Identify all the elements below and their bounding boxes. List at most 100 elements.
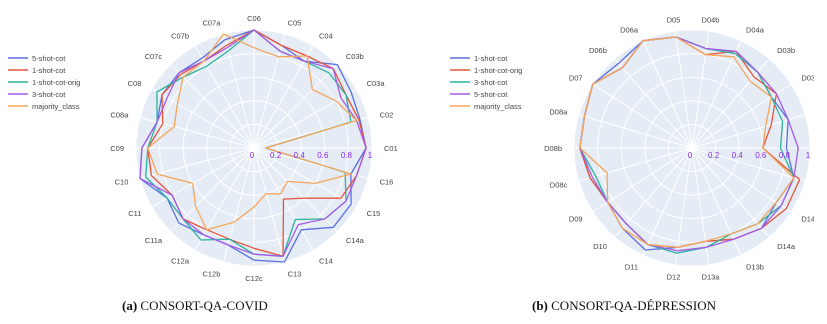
grid-spoke <box>614 58 693 149</box>
category-label: C08 <box>128 79 142 88</box>
grid-spoke <box>592 83 693 149</box>
category-label: C12b <box>202 270 220 279</box>
category-label: D07 <box>569 74 583 83</box>
grid-spoke <box>222 147 255 263</box>
caption-b: (b) CONSORT-QA-DÉPRESSION <box>532 298 716 314</box>
radial-tick-label: 0.2 <box>708 151 720 160</box>
category-label: C11a <box>145 236 163 245</box>
legend-entry: 3-shot-cot <box>474 78 508 87</box>
category-label: D08b <box>544 144 562 153</box>
category-label: D02 <box>817 107 827 116</box>
category-label: C13 <box>288 270 302 279</box>
grid-spoke <box>253 33 286 149</box>
legend-entry: 3-shot-cot <box>32 90 66 99</box>
grid-spoke <box>691 147 710 265</box>
grid-spoke <box>222 33 255 149</box>
category-label: C05 <box>288 18 302 27</box>
category-label: D05 <box>667 15 681 24</box>
grid-spoke <box>139 147 255 180</box>
radial-tick-label: 1 <box>806 151 811 160</box>
grid-spoke <box>170 64 255 149</box>
category-label: C12c <box>245 274 263 283</box>
category-label: D11 <box>625 262 638 271</box>
category-label: D06b <box>589 46 607 55</box>
category-label: D06a <box>620 26 639 35</box>
category-label: C03b <box>346 52 364 61</box>
radar-chart-b: 0 0.2 0.4 0.6 0.8 1 D01 D02 D03a D03b D04a D04b D05 D… <box>450 15 827 282</box>
category-label: C11 <box>128 209 141 218</box>
grid-spoke <box>578 147 693 182</box>
grid-spoke <box>139 116 255 149</box>
grid-spoke <box>253 64 338 149</box>
category-label: C06 <box>247 14 261 23</box>
grid-spoke <box>691 147 742 256</box>
category-label: D04b <box>702 15 720 24</box>
grid-spoke <box>578 114 693 149</box>
category-label: C07b <box>171 31 189 40</box>
radial-tick-label: 0.4 <box>294 151 306 160</box>
category-label: C04 <box>319 31 333 40</box>
category-label: C07a <box>202 18 221 27</box>
category-label: D08c <box>550 181 568 190</box>
category-label: C02 <box>380 110 394 119</box>
grid-spoke <box>151 147 255 208</box>
category-label: C14 <box>319 257 333 266</box>
grid-spoke <box>194 147 255 251</box>
grid-spoke <box>151 88 255 149</box>
category-label: C15 <box>367 209 381 218</box>
legend-entry: majority_class <box>32 102 80 111</box>
category-label: D10 <box>593 242 607 251</box>
grid-spoke <box>691 147 770 238</box>
grid-spoke <box>642 40 693 149</box>
category-label: C14a <box>346 236 365 245</box>
category-label: C12a <box>171 257 190 266</box>
radial-tick-label: 0.6 <box>755 151 767 160</box>
grid-spoke <box>253 147 286 263</box>
category-label: D12 <box>667 273 681 282</box>
category-label: C09 <box>110 144 124 153</box>
radial-tick-label: 0.8 <box>779 151 791 160</box>
category-label: C16 <box>380 178 394 187</box>
category-label: D03b <box>777 46 795 55</box>
category-label: D15 <box>817 181 827 190</box>
category-label: D08a <box>549 107 568 116</box>
radial-tick-label: 1 <box>368 151 373 160</box>
radial-tick-label: 0.4 <box>732 151 744 160</box>
category-label: C03a <box>367 79 386 88</box>
grid-spoke <box>253 147 357 208</box>
grid-spoke <box>674 31 693 149</box>
category-label: C01 <box>384 144 398 153</box>
grid-spoke <box>592 147 693 213</box>
grid-spoke <box>674 147 693 265</box>
series-line-majority_class <box>579 36 795 248</box>
legend-entry: 1-shot-cot-orig <box>474 66 522 75</box>
radar-chart-a: 0 0.2 0.4 0.6 0.8 1 C01 C02 C03a C03b C04 C05 C06 C07… <box>8 14 398 283</box>
legend-entry: 5-shot-cot <box>474 90 508 99</box>
legend: 5-shot-cot 1-shot-cot 1-shot-cot-orig 3-sho… <box>8 54 80 111</box>
legend-entry: 1-shot-cot <box>32 66 66 75</box>
grid-spoke <box>691 83 792 149</box>
caption-a-label: (a) <box>122 298 138 313</box>
series-line-3-shot-cot <box>139 29 367 257</box>
category-label: D09 <box>569 214 583 223</box>
category-label: C07c <box>145 52 163 61</box>
category-label: D01 <box>822 144 827 153</box>
category-label: D04a <box>746 26 765 35</box>
grid-spoke <box>253 147 338 232</box>
category-label: C08a <box>110 110 129 119</box>
grid-spoke <box>170 147 255 232</box>
category-label: D13b <box>746 262 764 271</box>
caption-b-label: (b) <box>532 298 548 313</box>
grid-spoke <box>691 58 770 149</box>
category-label: C10 <box>115 178 129 187</box>
grid-spoke <box>691 147 806 182</box>
grid-spoke <box>614 147 693 238</box>
legend: 1-shot-cot 1-shot-cot-orig 3-shot-cot 5-sho… <box>450 54 522 111</box>
grid-spoke <box>691 40 742 149</box>
grid-spoke <box>691 147 792 213</box>
grid-spoke <box>253 88 357 149</box>
grid-spoke <box>691 114 806 149</box>
radial-tick-label: 0.2 <box>270 151 282 160</box>
radial-tick-label: 0.6 <box>317 151 329 160</box>
